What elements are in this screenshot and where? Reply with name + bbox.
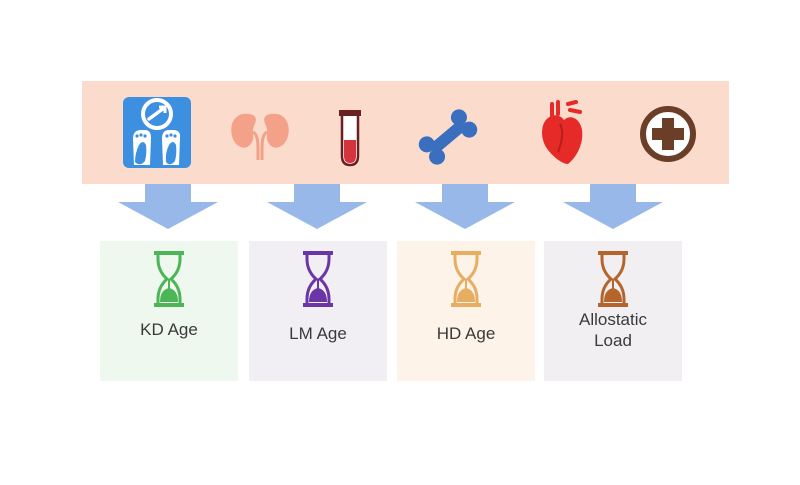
arrow-down-icon — [563, 184, 663, 229]
output-label: HD Age — [436, 324, 496, 343]
output-box-lm-age: LM Age — [249, 241, 387, 381]
output-label: Allostatic Load — [578, 310, 648, 350]
kidneys-icon — [231, 113, 289, 160]
heart-icon — [542, 100, 583, 164]
medical-cross-icon — [640, 106, 696, 162]
scale-icon — [123, 97, 191, 168]
output-box-allostatic-load: Allostatic Load — [544, 241, 682, 381]
hourglass-icon — [451, 251, 481, 307]
output-label: KD Age — [140, 320, 198, 339]
hourglass-icon — [598, 251, 628, 307]
output-box-kd-age: KD Age — [100, 241, 238, 381]
arrow-down-icon — [118, 184, 218, 229]
test-tube-icon — [339, 110, 361, 167]
output-box-hd-age: HD Age — [397, 241, 535, 381]
hourglass-icon — [154, 251, 184, 307]
arrow-down-icon — [415, 184, 515, 229]
arrow-down-icon — [267, 184, 367, 229]
output-label: LM Age — [289, 324, 347, 343]
bone-icon — [418, 109, 478, 165]
hourglass-icon — [303, 251, 333, 307]
